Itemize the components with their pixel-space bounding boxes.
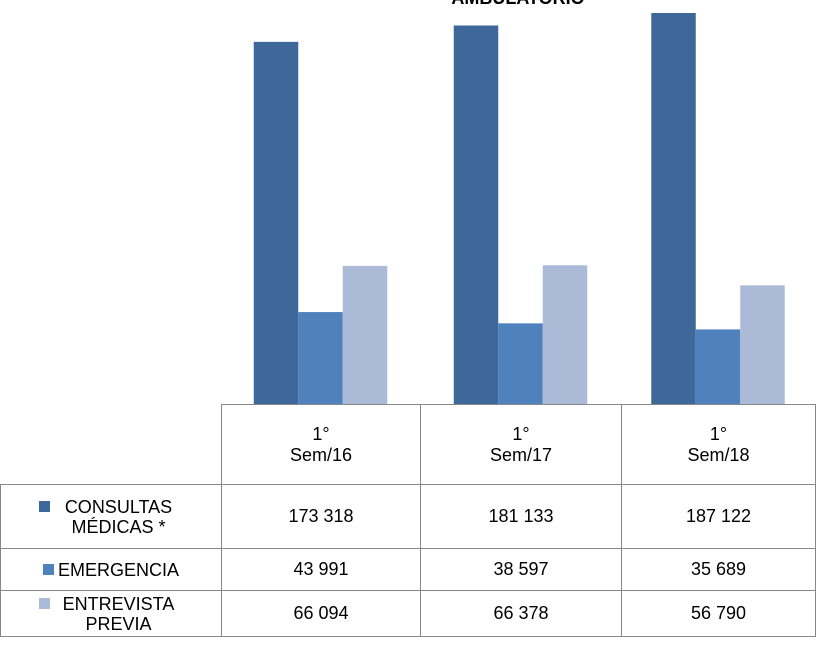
- value-cell: 66 094: [221, 590, 421, 637]
- value-label: 66 378: [493, 603, 549, 623]
- legend-swatch: [38, 597, 50, 609]
- bar: [498, 323, 543, 404]
- value-cell: 38 597: [420, 548, 622, 591]
- value-label: 38 597: [493, 559, 549, 579]
- bar: [695, 329, 741, 404]
- legend-label: CONSULTAS MÉDICAS *: [64, 496, 173, 537]
- value-label: 66 094: [293, 603, 349, 623]
- value-label: 43 991: [293, 559, 349, 579]
- legend-cell: ENTREVISTA PREVIA: [0, 590, 222, 637]
- value-cell: 35 689: [621, 548, 816, 591]
- bar: [253, 41, 299, 405]
- value-label: 173 318: [288, 506, 354, 526]
- value-label: 181 133: [488, 506, 554, 526]
- legend-label: ENTREVISTA PREVIA: [62, 593, 175, 634]
- legend-entry: CONSULTAS MÉDICAS *: [38, 496, 184, 537]
- category-label: 1° Sem/18: [687, 423, 750, 465]
- value-label: 56 790: [690, 603, 747, 623]
- bar: [651, 13, 696, 404]
- value-cell: 181 133: [420, 484, 622, 549]
- value-label: 187 122: [685, 506, 752, 526]
- category-cell: 1° Sem/17: [420, 404, 622, 485]
- legend-cell: EMERGENCIA: [0, 548, 222, 591]
- legend-swatch: [42, 563, 54, 575]
- bar: [298, 312, 343, 404]
- value-cell: 187 122: [621, 484, 816, 549]
- chart-title: AMBULATORIO: [221, 0, 815, 9]
- legend-cell: CONSULTAS MÉDICAS *: [0, 484, 222, 549]
- legend-entry: ENTREVISTA PREVIA: [38, 593, 184, 634]
- value-cell: 56 790: [621, 590, 816, 637]
- value-cell: 43 991: [221, 548, 421, 591]
- bar: [453, 25, 499, 405]
- legend-entry: EMERGENCIA: [42, 559, 180, 580]
- value-label: 35 689: [690, 559, 747, 579]
- value-cell: 173 318: [221, 484, 421, 549]
- legend-label: EMERGENCIA: [57, 559, 180, 580]
- category-label: 1° Sem/16: [289, 423, 353, 465]
- category-cell: 1° Sem/18: [621, 404, 816, 485]
- category-label: 1° Sem/17: [489, 423, 553, 465]
- bar: [542, 265, 588, 404]
- bar: [342, 265, 388, 404]
- category-cell: 1° Sem/16: [221, 404, 421, 485]
- legend-swatch: [38, 500, 50, 512]
- value-cell: 66 378: [420, 590, 622, 637]
- bar: [740, 285, 785, 404]
